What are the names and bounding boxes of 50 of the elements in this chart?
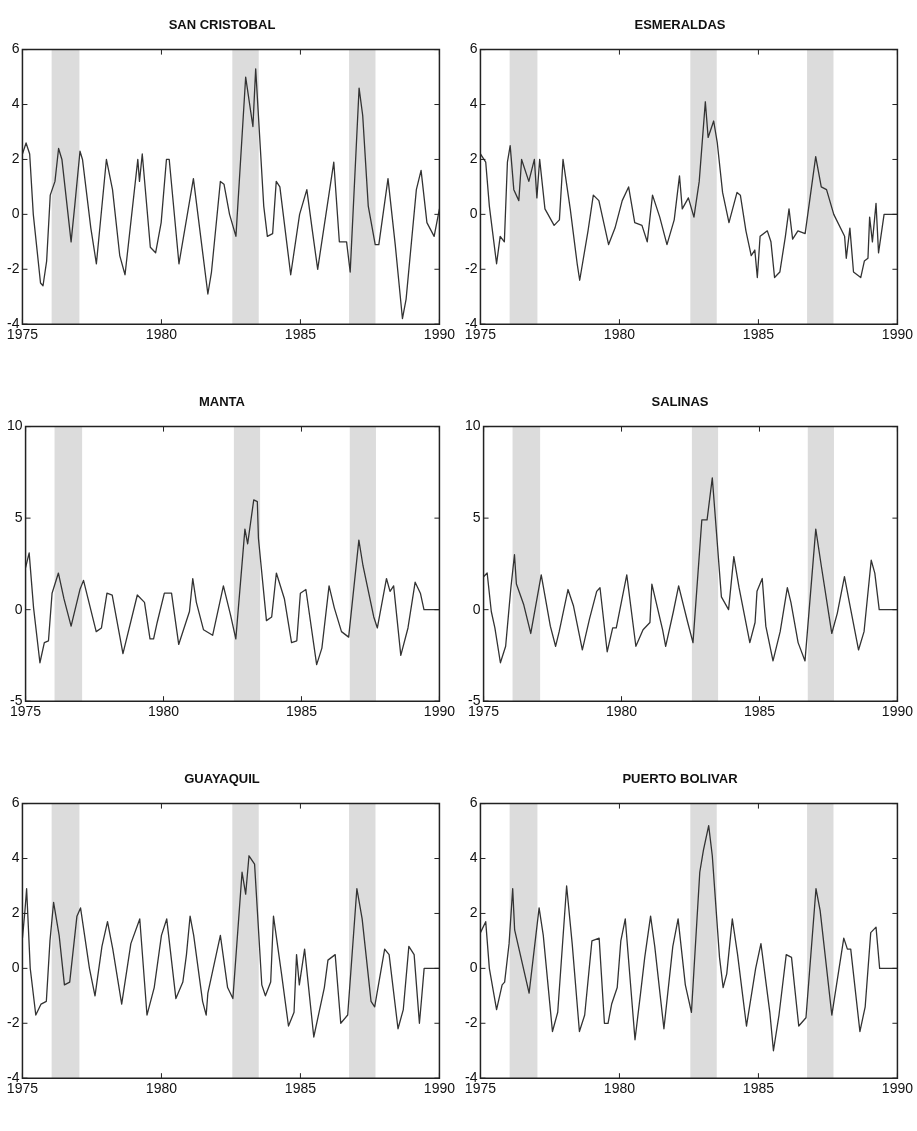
y-tick-label: 4 — [469, 849, 478, 866]
x-tick-label: 1985 — [742, 326, 775, 343]
x-tick-label: 1990 — [423, 703, 456, 720]
y-tick-label: 4 — [11, 95, 20, 112]
y-tick-label: 2 — [469, 904, 478, 921]
chart-title: ESMERALDAS — [634, 17, 726, 33]
x-tick-label: 1980 — [605, 703, 638, 720]
x-tick-label: 1990 — [881, 326, 914, 343]
y-tick-label: 0 — [11, 959, 20, 976]
y-tick-label: 6 — [11, 794, 20, 811]
y-tick-label: 2 — [469, 150, 478, 167]
y-tick-label: -2 — [465, 260, 478, 277]
chart-title: SAN CRISTOBAL — [168, 17, 276, 33]
x-tick-label: 1990 — [423, 1080, 456, 1097]
chart-title: GUAYAQUIL — [184, 771, 260, 787]
y-tick-label: 6 — [469, 794, 478, 811]
y-tick-label: 2 — [11, 904, 20, 921]
x-tick-label: 1985 — [284, 326, 317, 343]
x-tick-label: 1985 — [285, 703, 318, 720]
y-tick-label: 4 — [11, 849, 20, 866]
y-tick-label: 0 — [472, 600, 481, 617]
y-tick-label: 0 — [14, 600, 23, 617]
x-tick-label: 1980 — [147, 703, 180, 720]
x-tick-label: 1980 — [603, 326, 636, 343]
chart-title: SALINAS — [651, 394, 709, 410]
x-tick-label: 1990 — [881, 703, 914, 720]
y-tick-label: 10 — [464, 417, 481, 434]
x-tick-label: 1985 — [742, 1080, 775, 1097]
y-tick-label: 10 — [6, 417, 23, 434]
x-tick-label: 1990 — [881, 1080, 914, 1097]
x-tick-label: 1980 — [603, 1080, 636, 1097]
y-tick-label: 6 — [469, 40, 478, 57]
chart-title: PUERTO BOLIVAR — [622, 771, 739, 787]
y-tick-label: -2 — [7, 260, 20, 277]
x-tick-label: 1985 — [284, 1080, 317, 1097]
y-tick-label: 4 — [469, 95, 478, 112]
y-tick-label: 0 — [11, 205, 20, 222]
y-tick-label: -2 — [7, 1014, 20, 1031]
x-tick-label: 1990 — [423, 326, 456, 343]
x-tick-label: 1980 — [145, 326, 178, 343]
y-tick-label: 0 — [469, 959, 478, 976]
y-tick-label: 2 — [11, 150, 20, 167]
x-tick-label: 1985 — [743, 703, 776, 720]
y-tick-label: 5 — [472, 508, 481, 525]
chart-title: MANTA — [199, 394, 246, 410]
x-tick-label: 1980 — [145, 1080, 178, 1097]
y-tick-label: 0 — [469, 205, 478, 222]
y-tick-label: 5 — [14, 508, 23, 525]
y-tick-label: 6 — [11, 40, 20, 57]
y-tick-label: -2 — [465, 1014, 478, 1031]
